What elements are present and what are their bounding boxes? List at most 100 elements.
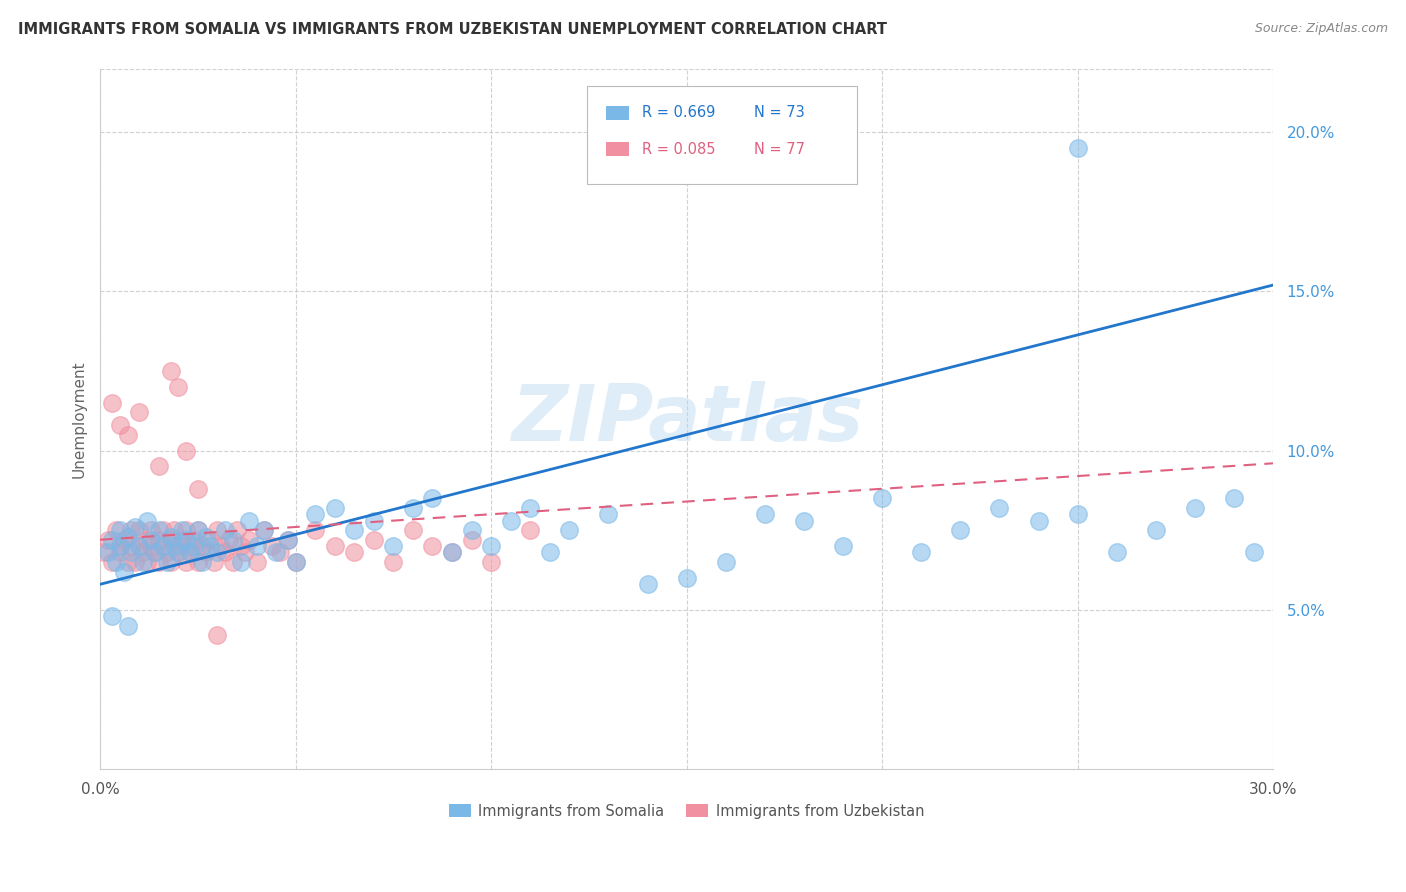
Point: [132, 555, 155, 569]
Point: [363, 514, 385, 528]
Text: R = 0.669: R = 0.669: [643, 105, 716, 120]
Point: [323, 500, 346, 515]
Point: [97, 533, 120, 547]
Point: [172, 523, 194, 537]
Point: [460, 533, 482, 547]
Point: [167, 539, 190, 553]
Legend: Immigrants from Somalia, Immigrants from Uzbekistan: Immigrants from Somalia, Immigrants from…: [443, 798, 929, 825]
Text: N = 73: N = 73: [754, 105, 804, 120]
Point: [174, 555, 197, 569]
Point: [253, 523, 276, 537]
Point: [1184, 500, 1206, 515]
Point: [117, 555, 139, 569]
Point: [108, 545, 131, 559]
Point: [159, 555, 181, 569]
Point: [382, 555, 405, 569]
Point: [226, 523, 249, 537]
Point: [441, 545, 464, 559]
Point: [108, 539, 131, 553]
Point: [179, 545, 201, 559]
Point: [117, 530, 139, 544]
Text: N = 77: N = 77: [754, 142, 804, 157]
Point: [132, 545, 155, 559]
Point: [167, 545, 190, 559]
Point: [152, 523, 174, 537]
Point: [172, 533, 194, 547]
Point: [112, 565, 135, 579]
Point: [198, 539, 221, 553]
Point: [139, 539, 162, 553]
Point: [128, 523, 150, 537]
Point: [382, 539, 405, 553]
Point: [1066, 508, 1088, 522]
Point: [152, 539, 174, 553]
Point: [519, 500, 541, 515]
Point: [238, 514, 260, 528]
Point: [949, 523, 972, 537]
Point: [136, 514, 159, 528]
Point: [499, 514, 522, 528]
Point: [519, 523, 541, 537]
FancyBboxPatch shape: [606, 142, 628, 156]
Point: [754, 508, 776, 522]
Point: [155, 545, 177, 559]
Point: [222, 555, 245, 569]
Point: [284, 555, 307, 569]
Point: [229, 539, 252, 553]
Point: [1105, 545, 1128, 559]
Point: [238, 533, 260, 547]
Point: [187, 555, 209, 569]
Point: [179, 545, 201, 559]
Point: [675, 571, 697, 585]
Point: [269, 545, 291, 559]
Point: [155, 555, 177, 569]
Point: [714, 555, 737, 569]
Point: [363, 533, 385, 547]
Point: [148, 533, 170, 547]
Point: [101, 609, 124, 624]
Point: [120, 523, 142, 537]
Point: [233, 545, 256, 559]
Point: [988, 500, 1011, 515]
Point: [101, 396, 124, 410]
Point: [479, 539, 502, 553]
Point: [159, 364, 181, 378]
Point: [323, 539, 346, 553]
Point: [637, 577, 659, 591]
Point: [262, 539, 284, 553]
Point: [148, 523, 170, 537]
Point: [343, 545, 366, 559]
Point: [108, 539, 131, 553]
Point: [277, 533, 299, 547]
Point: [104, 555, 127, 569]
Point: [128, 539, 150, 553]
Point: [1066, 141, 1088, 155]
Point: [120, 539, 142, 553]
Point: [264, 545, 287, 559]
Point: [124, 520, 146, 534]
Point: [174, 533, 197, 547]
Point: [304, 508, 326, 522]
Point: [108, 418, 131, 433]
Point: [174, 443, 197, 458]
Point: [214, 545, 236, 559]
FancyBboxPatch shape: [586, 86, 856, 184]
Point: [167, 380, 190, 394]
Point: [183, 533, 205, 547]
Point: [245, 555, 267, 569]
Point: [148, 555, 170, 569]
Point: [1243, 545, 1265, 559]
Point: [143, 545, 166, 559]
Point: [479, 555, 502, 569]
Point: [229, 555, 252, 569]
Point: [207, 628, 229, 642]
Point: [304, 523, 326, 537]
Point: [112, 533, 135, 547]
FancyBboxPatch shape: [606, 105, 628, 120]
Point: [187, 523, 209, 537]
Point: [793, 514, 815, 528]
Point: [187, 523, 209, 537]
Point: [128, 539, 150, 553]
Text: Source: ZipAtlas.com: Source: ZipAtlas.com: [1254, 22, 1388, 36]
Point: [179, 539, 201, 553]
